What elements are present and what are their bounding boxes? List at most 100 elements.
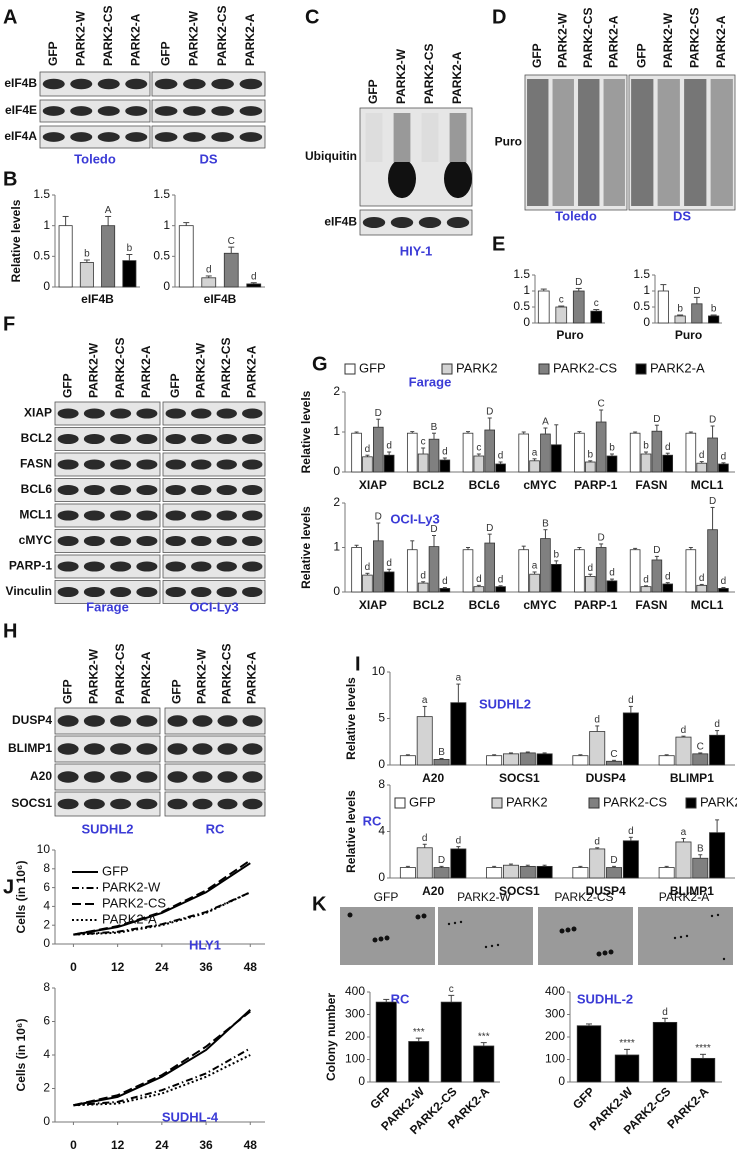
blot-smear-trail: [421, 113, 439, 162]
blot-band: [125, 78, 148, 90]
blot-band: [110, 743, 132, 755]
legend-label: GFP: [359, 360, 386, 375]
y-tick-label: 100: [345, 1052, 365, 1066]
blot-band: [110, 484, 132, 496]
lane-label: PARK2-W: [73, 10, 87, 66]
significance-label: D: [693, 286, 700, 297]
y-tick-label: 2: [43, 917, 50, 931]
significance-label: d: [442, 447, 448, 458]
lane-label: GFP: [530, 43, 544, 68]
bar: [351, 432, 362, 473]
significance-label: a: [532, 561, 538, 572]
significance-label: D: [653, 545, 660, 556]
blot-band: [110, 459, 132, 470]
y-tick-label: 100: [545, 1052, 565, 1066]
bar: [473, 455, 485, 473]
significance-label: a: [422, 695, 428, 706]
blot-lane: [603, 79, 625, 206]
bar: [495, 586, 506, 593]
y-tick-label: 6: [43, 1014, 50, 1028]
significance-label: B: [438, 747, 445, 758]
bar: [433, 759, 450, 766]
x-tick-label: 0: [70, 1138, 77, 1152]
y-tick-label: 6: [43, 880, 50, 894]
lane-label: PARK2-W: [555, 12, 569, 68]
blot-band: [217, 743, 238, 755]
lane-label: PARK2-W: [87, 342, 101, 398]
bar: [576, 1025, 602, 1083]
blot-band: [83, 561, 105, 572]
blot-band: [97, 78, 120, 90]
y-axis-label: Relative levels: [299, 390, 313, 473]
bar: [79, 262, 94, 288]
row-label: FASN: [20, 457, 52, 471]
y-tick-label: 1.5: [153, 187, 170, 201]
legend-label: GFP: [409, 794, 436, 809]
blot-band: [242, 433, 263, 445]
blot-band: [42, 132, 65, 142]
significance-label: D: [709, 415, 716, 426]
bar: [536, 865, 553, 879]
significance-label: d: [386, 441, 392, 452]
significance-label: D: [709, 496, 716, 507]
bar: [439, 459, 451, 473]
bar: [406, 549, 418, 593]
bar: [373, 540, 384, 593]
bar: [708, 315, 720, 324]
x-tick-label: GFP: [570, 1084, 597, 1111]
bar: [473, 1045, 495, 1083]
colony: [372, 937, 378, 943]
blot-strip: [54, 529, 161, 553]
bar: [223, 252, 239, 288]
bar: [674, 315, 686, 324]
significance-label: d: [588, 563, 594, 574]
bar: [540, 538, 551, 593]
blot-band: [167, 798, 188, 810]
blot-lane: [710, 79, 733, 206]
blot-band: [110, 535, 132, 547]
colony-image: [538, 907, 633, 965]
colony: [679, 935, 683, 939]
x-tick-label: A20: [422, 771, 444, 785]
bar: [640, 586, 652, 593]
blot-band: [217, 771, 238, 783]
x-tick-label: 12: [111, 960, 125, 974]
legend-label: PARK2-A: [700, 794, 737, 809]
x-axis-label: Puro: [675, 328, 702, 342]
bar: [692, 753, 709, 766]
blot-band: [110, 798, 132, 810]
x-tick-label: FASN: [635, 598, 667, 612]
bar: [502, 864, 519, 879]
bar: [584, 576, 596, 593]
bar: [122, 260, 137, 288]
blot-caption: DS: [199, 151, 217, 166]
lane-label: GFP: [158, 41, 172, 66]
y-tick-label: 4: [378, 824, 385, 838]
blot-band: [362, 217, 386, 228]
blot-lane: [527, 79, 549, 206]
colony: [602, 950, 608, 956]
row-label: eIF4B: [324, 215, 357, 229]
bar: [362, 456, 373, 473]
panel-letter: C: [305, 6, 319, 28]
blot-band: [239, 106, 263, 116]
lane-label: PARK2-CS: [113, 644, 127, 704]
blot-band: [83, 743, 105, 755]
x-tick-label: PARP-1: [574, 598, 617, 612]
bar: [718, 463, 729, 473]
x-axis-label: eIF4B: [81, 292, 114, 306]
lane-label: PARK2-W: [193, 342, 207, 398]
significance-label: d: [665, 571, 671, 582]
blot-band: [57, 715, 79, 727]
blot-band: [211, 78, 234, 90]
blot-band: [136, 459, 158, 470]
blot-band: [216, 510, 237, 521]
bar: [622, 840, 639, 879]
chart-subtitle: Farage: [409, 374, 452, 389]
blot-band: [165, 586, 186, 598]
legend-swatch: [344, 363, 356, 375]
blot-strip: [54, 452, 161, 477]
lane-label: PARK2-CS: [215, 6, 229, 66]
blot-band: [42, 78, 65, 90]
legend-label: PARK2-CS: [603, 794, 667, 809]
